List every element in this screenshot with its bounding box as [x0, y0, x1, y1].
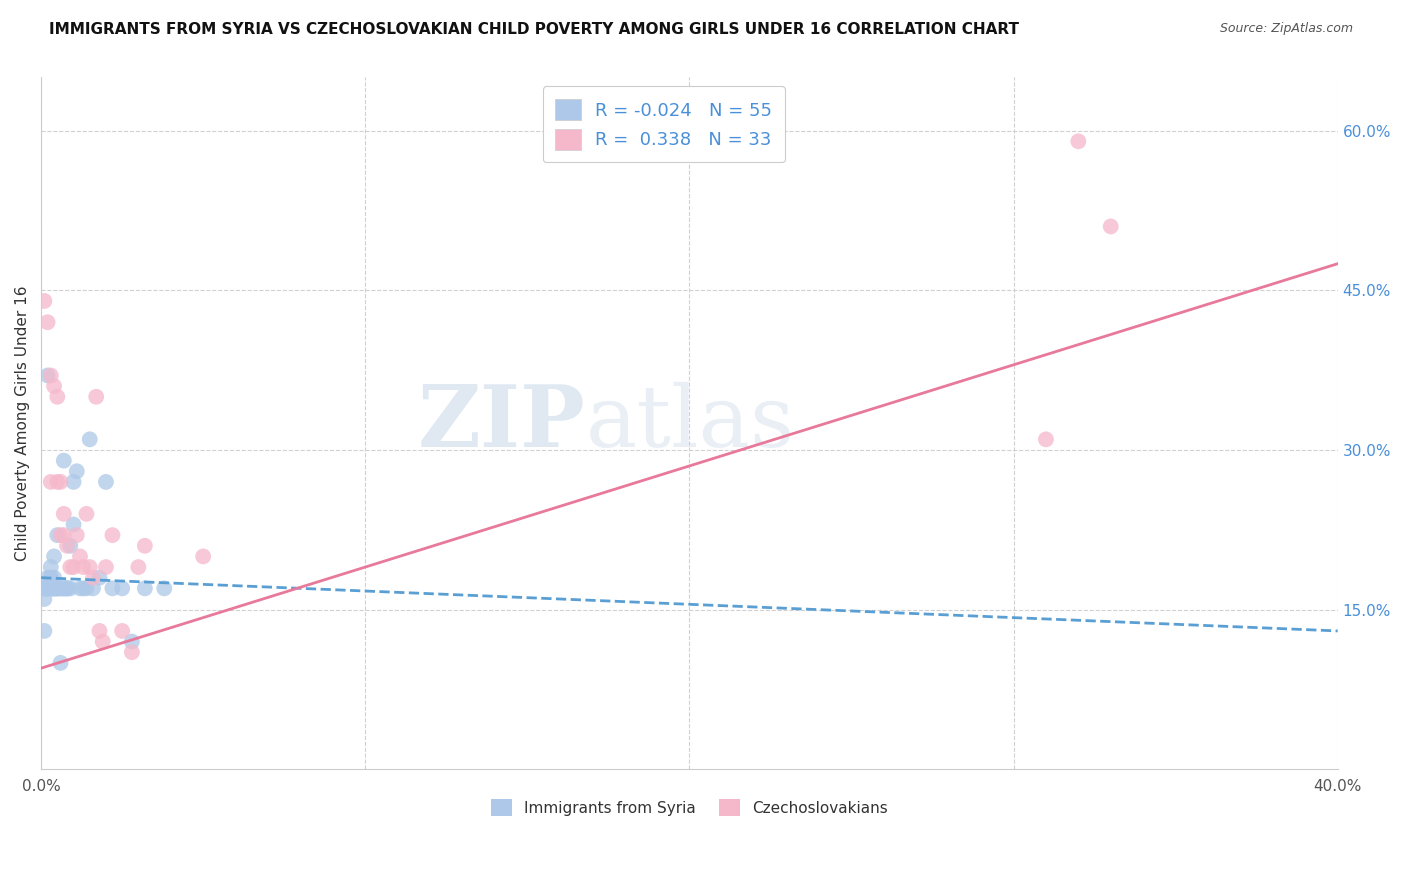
Text: atlas: atlas	[586, 382, 794, 465]
Point	[34, 582, 56, 596]
Point	[34, 592, 56, 607]
Point	[1067, 134, 1090, 148]
Point	[84, 390, 107, 404]
Y-axis label: Child Poverty Among Girls Under 16: Child Poverty Among Girls Under 16	[15, 285, 30, 561]
Point	[62, 475, 84, 489]
Point	[121, 634, 143, 648]
Point	[46, 475, 69, 489]
Point	[89, 624, 111, 638]
Point	[39, 475, 62, 489]
Point	[42, 379, 65, 393]
Point	[134, 582, 156, 596]
Point	[72, 582, 94, 596]
Point	[59, 539, 82, 553]
Point	[76, 507, 98, 521]
Point	[37, 368, 59, 383]
Point	[52, 582, 75, 596]
Point	[94, 475, 117, 489]
Point	[37, 582, 59, 596]
Point	[42, 582, 65, 596]
Point	[101, 528, 124, 542]
Point	[127, 560, 149, 574]
Point	[56, 539, 79, 553]
Point	[66, 464, 89, 478]
Legend: Immigrants from Syria, Czechoslovakians: Immigrants from Syria, Czechoslovakians	[482, 791, 896, 824]
Point	[72, 560, 94, 574]
Point	[49, 582, 72, 596]
Point	[34, 582, 56, 596]
Point	[37, 571, 59, 585]
Point	[82, 571, 104, 585]
Point	[193, 549, 215, 564]
Point	[42, 582, 65, 596]
Point	[46, 582, 69, 596]
Point	[46, 528, 69, 542]
Point	[111, 582, 134, 596]
Point	[39, 582, 62, 596]
Point	[34, 582, 56, 596]
Point	[111, 624, 134, 638]
Point	[52, 507, 75, 521]
Point	[37, 582, 59, 596]
Point	[62, 560, 84, 574]
Point	[42, 582, 65, 596]
Point	[1099, 219, 1122, 234]
Point	[42, 582, 65, 596]
Point	[46, 390, 69, 404]
Point	[56, 582, 79, 596]
Point	[153, 582, 176, 596]
Point	[121, 645, 143, 659]
Point	[62, 517, 84, 532]
Point	[69, 549, 91, 564]
Point	[134, 539, 156, 553]
Point	[39, 368, 62, 383]
Point	[46, 582, 69, 596]
Point	[39, 560, 62, 574]
Point	[66, 528, 89, 542]
Point	[37, 582, 59, 596]
Point	[46, 582, 69, 596]
Point	[34, 293, 56, 308]
Point	[89, 571, 111, 585]
Point	[49, 528, 72, 542]
Point	[52, 582, 75, 596]
Point	[37, 582, 59, 596]
Point	[56, 582, 79, 596]
Point	[49, 582, 72, 596]
Point	[42, 571, 65, 585]
Point	[76, 582, 98, 596]
Point	[52, 528, 75, 542]
Point	[1035, 433, 1057, 447]
Point	[59, 560, 82, 574]
Point	[39, 571, 62, 585]
Point	[79, 433, 101, 447]
Point	[79, 560, 101, 574]
Text: Source: ZipAtlas.com: Source: ZipAtlas.com	[1219, 22, 1353, 36]
Point	[39, 571, 62, 585]
Point	[59, 582, 82, 596]
Point	[42, 549, 65, 564]
Point	[37, 315, 59, 329]
Point	[49, 475, 72, 489]
Text: IMMIGRANTS FROM SYRIA VS CZECHOSLOVAKIAN CHILD POVERTY AMONG GIRLS UNDER 16 CORR: IMMIGRANTS FROM SYRIA VS CZECHOSLOVAKIAN…	[49, 22, 1019, 37]
Point	[49, 656, 72, 670]
Point	[34, 624, 56, 638]
Point	[94, 560, 117, 574]
Point	[101, 582, 124, 596]
Point	[56, 582, 79, 596]
Point	[69, 582, 91, 596]
Point	[46, 582, 69, 596]
Point	[52, 453, 75, 467]
Text: ZIP: ZIP	[418, 382, 586, 466]
Point	[82, 582, 104, 596]
Point	[37, 582, 59, 596]
Point	[52, 582, 75, 596]
Point	[39, 582, 62, 596]
Point	[91, 634, 114, 648]
